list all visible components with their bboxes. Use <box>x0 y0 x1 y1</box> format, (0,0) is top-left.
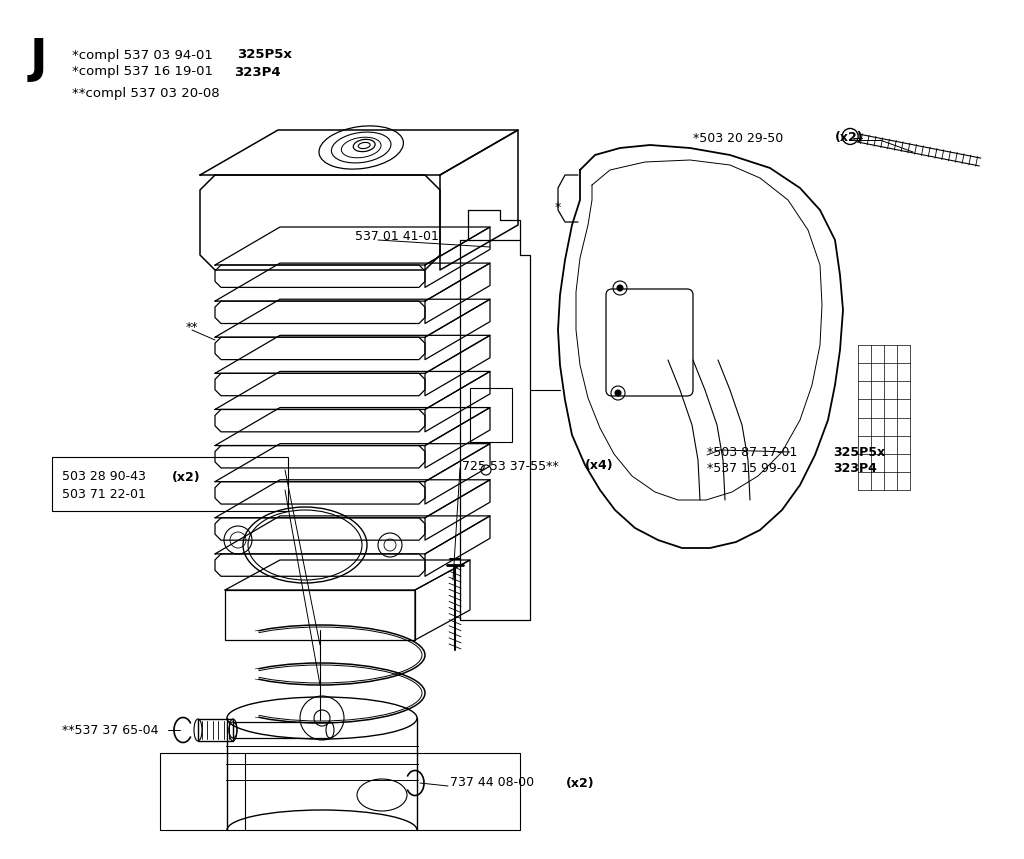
Text: *compl 537 16 19-01: *compl 537 16 19-01 <box>72 65 217 78</box>
Text: J: J <box>30 38 47 82</box>
Text: (x2): (x2) <box>172 471 201 484</box>
Text: 325P5x: 325P5x <box>237 48 292 62</box>
Text: 503 28 90-43: 503 28 90-43 <box>62 471 150 484</box>
Text: *503 87 17-01: *503 87 17-01 <box>707 446 802 459</box>
Text: 725 53 37-55**: 725 53 37-55** <box>462 460 562 472</box>
Text: 325P5x: 325P5x <box>833 446 885 459</box>
Text: 737 44 08-00: 737 44 08-00 <box>450 777 539 789</box>
Text: *: * <box>555 202 561 215</box>
Circle shape <box>617 285 623 291</box>
Text: **compl 537 03 20-08: **compl 537 03 20-08 <box>72 88 219 101</box>
Text: *compl 537 03 94-01: *compl 537 03 94-01 <box>72 48 217 62</box>
Text: **537 37 65-04: **537 37 65-04 <box>62 723 159 736</box>
Circle shape <box>615 390 621 396</box>
Text: 323P4: 323P4 <box>234 65 281 78</box>
Text: 503 71 22-01: 503 71 22-01 <box>62 489 145 502</box>
Text: (x2): (x2) <box>835 131 863 144</box>
Text: 537 01 41-01: 537 01 41-01 <box>355 230 439 243</box>
Circle shape <box>842 129 858 144</box>
Text: *537 15 99-01: *537 15 99-01 <box>707 461 801 474</box>
Text: *503 20 29-50: *503 20 29-50 <box>693 131 787 144</box>
Text: **: ** <box>186 321 199 334</box>
Text: 323P4: 323P4 <box>833 461 877 474</box>
Text: (x4): (x4) <box>585 460 613 472</box>
Text: (x2): (x2) <box>566 777 595 789</box>
